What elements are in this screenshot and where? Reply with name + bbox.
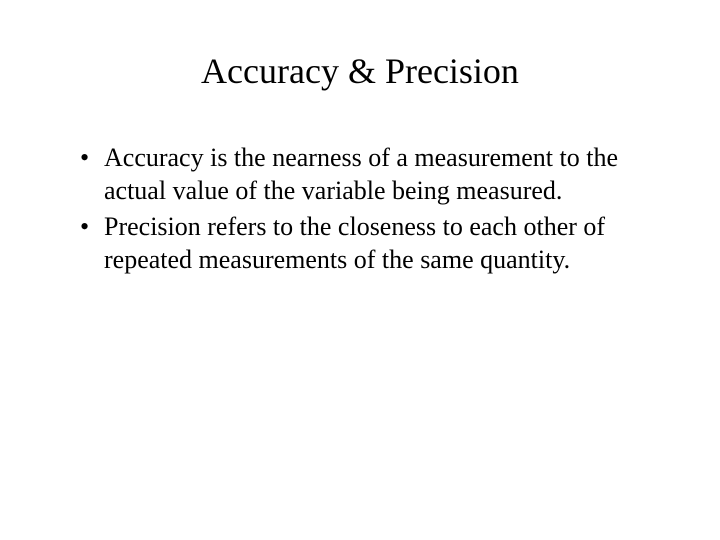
bullet-item: Precision refers to the closeness to eac… xyxy=(80,211,660,276)
bullet-item: Accuracy is the nearness of a measuremen… xyxy=(80,142,660,207)
slide-title: Accuracy & Precision xyxy=(60,50,660,92)
bullet-list: Accuracy is the nearness of a measuremen… xyxy=(60,142,660,276)
